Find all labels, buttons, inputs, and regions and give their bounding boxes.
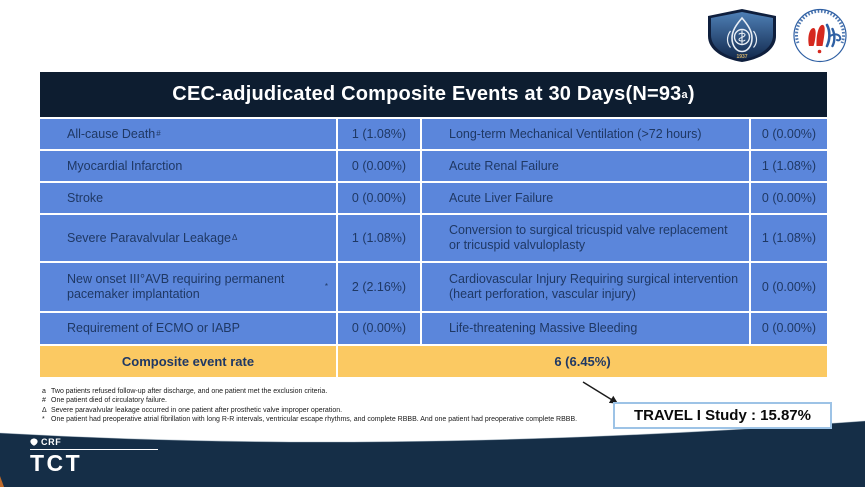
event-label: All-cause Death — [67, 126, 156, 141]
event-label: Acute Renal Failure — [449, 158, 559, 173]
callout-arrow-icon — [582, 381, 619, 404]
table-title-suffix: ) — [687, 82, 695, 105]
event-label-cell: Requirement of ECMO or IABP — [40, 313, 336, 344]
event-label: New onset III°AVB requiring permanent pa… — [67, 272, 285, 301]
event-value-cell: 0 (0.00%) — [751, 313, 827, 344]
event-label: Acute Liver Failure — [449, 190, 554, 205]
event-label-cell: Conversion to surgical tricuspid valve r… — [422, 215, 749, 261]
event-value-cell: 1 (1.08%) — [338, 215, 420, 261]
event-label: Long-term Mechanical Ventilation (>72 ho… — [449, 126, 702, 141]
event-label-cell: Acute Renal Failure — [422, 151, 749, 181]
event-label-cell: All-cause Death # — [40, 119, 336, 149]
footnotes: a Two patients refused follow-up after di… — [42, 387, 622, 424]
event-value-cell: 0 (0.00%) — [751, 183, 827, 213]
crf-brand-row: CRF — [30, 437, 158, 447]
event-value-cell: 0 (0.00%) — [751, 263, 827, 311]
event-value-cell: 0 (0.00%) — [338, 151, 420, 181]
event-value-cell: 1 (1.08%) — [751, 215, 827, 261]
footnote-line: a Two patients refused follow-up after di… — [42, 387, 622, 396]
footer-swoosh — [0, 420, 865, 487]
footnote-marker: a — [42, 388, 46, 395]
footnote-line: # One patient died of circulatory failure… — [42, 396, 622, 405]
event-label: Myocardial Infarction — [67, 158, 183, 173]
event-value-cell: 2 (2.16%) — [338, 263, 420, 311]
event-label: Requirement of ECMO or IABP — [67, 321, 240, 336]
event-label-cell: Long-term Mechanical Ventilation (>72 ho… — [422, 119, 749, 149]
event-label-cell: Myocardial Infarction — [40, 151, 336, 181]
event-value-cell: 0 (0.00%) — [338, 183, 420, 213]
footnote-text: One patient died of circulatory failure. — [51, 397, 167, 405]
footnote-marker: # — [42, 397, 46, 405]
shield-year-label: 1937 — [736, 54, 747, 60]
event-label: Cardiovascular Injury Requiring surgical… — [449, 272, 739, 301]
footnote-text: Two patients refused follow-up after dis… — [51, 388, 328, 395]
event-value-cell: 1 (1.08%) — [751, 151, 827, 181]
crf-label: CRF — [41, 437, 62, 447]
event-label: Life-threatening Massive Bleeding — [449, 321, 638, 336]
event-value-cell: 0 (0.00%) — [338, 313, 420, 344]
event-value-cell: 1 (1.08%) — [338, 119, 420, 149]
travel-study-callout: TRAVEL I Study : 15.87% — [613, 402, 832, 429]
table-title-text: CEC-adjudicated Composite Events at 30 D… — [172, 82, 682, 105]
composite-rate-label: Composite event rate — [40, 346, 336, 377]
event-label-cell: New onset III°AVB requiring permanent pa… — [40, 263, 336, 311]
table-title: CEC-adjudicated Composite Events at 30 D… — [40, 72, 827, 117]
events-table: CEC-adjudicated Composite Events at 30 D… — [40, 72, 827, 377]
event-label: Stroke — [67, 190, 104, 205]
brand-divider — [30, 449, 158, 450]
event-label-cell: Stroke — [40, 183, 336, 213]
footnote-marker: * — [42, 415, 45, 423]
footnote-text: Severe paravalvular leakage occurred in … — [51, 406, 343, 414]
hospital-shield-logo-icon: 1937 — [708, 9, 776, 62]
crf-tct-logo: CRF TCT — [30, 437, 158, 475]
event-label: Severe Paravalvular Leakage — [67, 230, 231, 245]
footnote-text: One patient had preoperative atrial fibr… — [51, 415, 578, 423]
event-label-cell: Life-threatening Massive Bleeding — [422, 313, 749, 344]
tct-label: TCT — [30, 450, 83, 476]
event-value-cell: 0 (0.00%) — [751, 119, 827, 149]
crf-heart-icon — [30, 438, 38, 446]
event-label: Conversion to surgical tricuspid valve r… — [449, 223, 728, 252]
event-label-cell: Cardiovascular Injury Requiring surgical… — [422, 263, 749, 311]
footnote-marker: Δ — [42, 406, 47, 414]
footnote-line: * One patient had preoperative atrial fib… — [42, 415, 622, 424]
event-label-cell: Acute Liver Failure — [422, 183, 749, 213]
event-label-cell: Severe Paravalvular Leakage Δ — [40, 215, 336, 261]
footnote-line: Δ Severe paravalvular leakage occurred in… — [42, 406, 622, 415]
research-center-logo-icon — [793, 8, 847, 63]
composite-rate-value: 6 (6.45%) — [338, 346, 827, 377]
